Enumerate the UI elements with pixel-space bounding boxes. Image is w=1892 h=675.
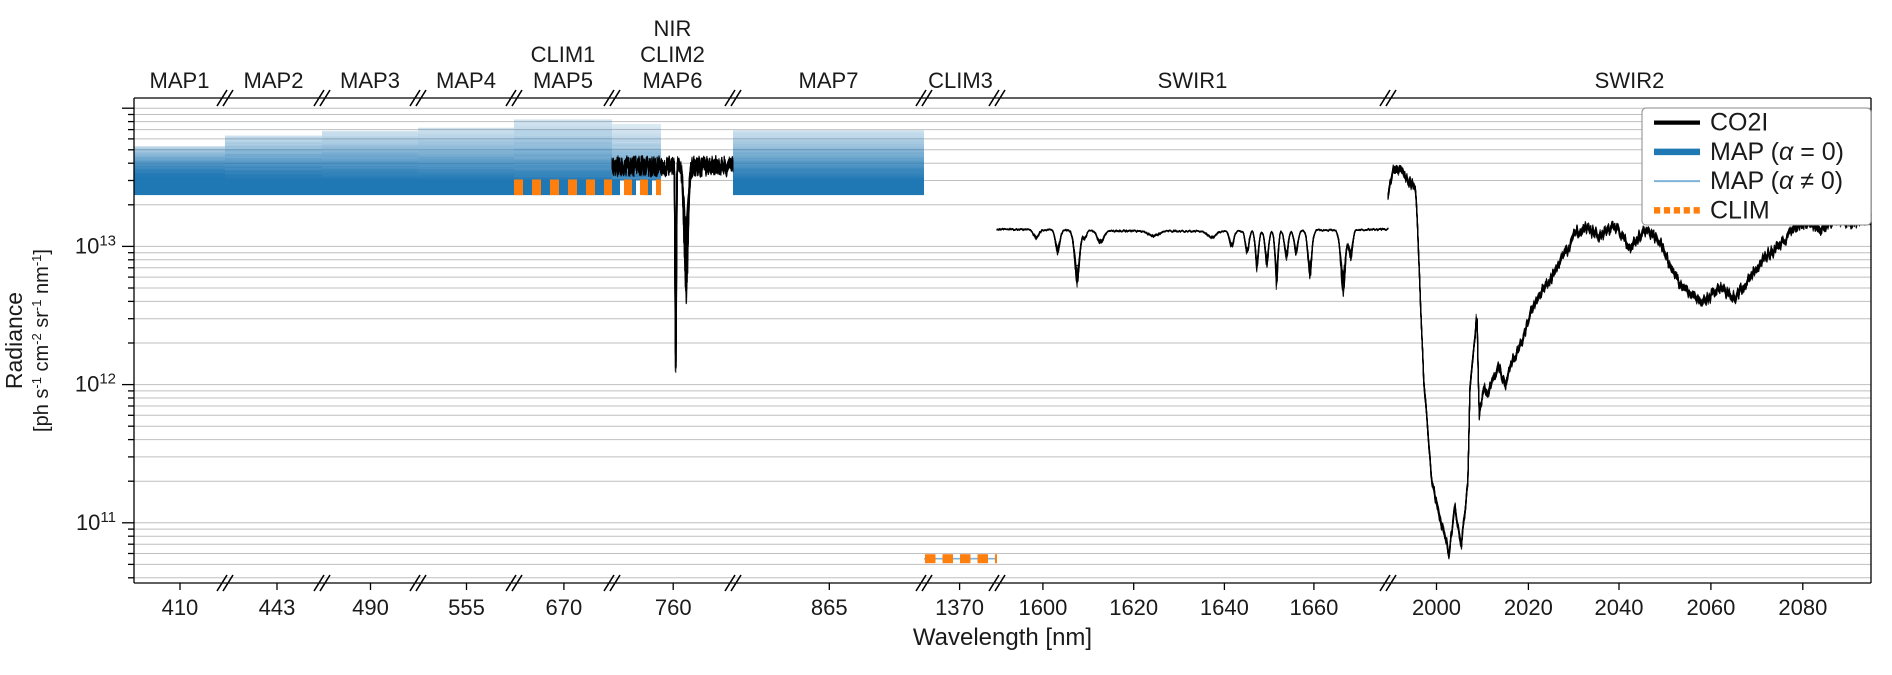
svg-text:MAP1: MAP1 bbox=[150, 68, 210, 93]
svg-text:MAP7: MAP7 bbox=[799, 68, 859, 93]
svg-text:MAP2: MAP2 bbox=[244, 68, 304, 93]
svg-text:490: 490 bbox=[352, 595, 389, 620]
svg-text:MAP3: MAP3 bbox=[340, 68, 400, 93]
svg-text:CLIM1: CLIM1 bbox=[531, 42, 596, 67]
svg-text:MAP5: MAP5 bbox=[533, 68, 593, 93]
svg-text:760: 760 bbox=[655, 595, 692, 620]
svg-text:Wavelength [nm]: Wavelength [nm] bbox=[913, 624, 1092, 651]
svg-text:1600: 1600 bbox=[1018, 595, 1067, 620]
svg-text:CLIM3: CLIM3 bbox=[928, 68, 993, 93]
svg-text:1640: 1640 bbox=[1200, 595, 1249, 620]
svg-text:SWIR1: SWIR1 bbox=[1158, 68, 1228, 93]
svg-text:NIR: NIR bbox=[654, 16, 692, 41]
svg-text:1660: 1660 bbox=[1289, 595, 1338, 620]
svg-text:865: 865 bbox=[811, 595, 848, 620]
svg-text:410: 410 bbox=[162, 595, 199, 620]
svg-text:2000: 2000 bbox=[1412, 595, 1461, 620]
svg-text:CLIM: CLIM bbox=[1710, 196, 1770, 224]
svg-text:SWIR2: SWIR2 bbox=[1595, 68, 1665, 93]
svg-text:670: 670 bbox=[546, 595, 583, 620]
svg-text:1620: 1620 bbox=[1109, 595, 1158, 620]
svg-text:MAP (α = 0): MAP (α = 0) bbox=[1710, 138, 1844, 166]
svg-text:MAP4: MAP4 bbox=[436, 68, 496, 93]
svg-text:CO2I: CO2I bbox=[1710, 109, 1768, 137]
svg-text:2020: 2020 bbox=[1504, 595, 1553, 620]
svg-text:CLIM2: CLIM2 bbox=[640, 42, 705, 67]
svg-text:1370: 1370 bbox=[935, 595, 984, 620]
svg-text:2080: 2080 bbox=[1778, 595, 1827, 620]
svg-text:443: 443 bbox=[259, 595, 296, 620]
svg-text:Radiance: Radiance bbox=[1, 292, 27, 389]
svg-text:2060: 2060 bbox=[1686, 595, 1735, 620]
svg-text:MAP (α ≠ 0): MAP (α ≠ 0) bbox=[1710, 167, 1843, 195]
svg-text:MAP6: MAP6 bbox=[643, 68, 703, 93]
svg-text:555: 555 bbox=[448, 595, 485, 620]
svg-text:2040: 2040 bbox=[1595, 595, 1644, 620]
